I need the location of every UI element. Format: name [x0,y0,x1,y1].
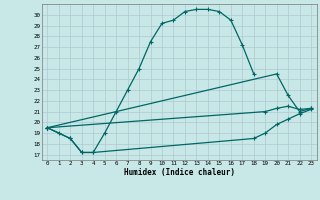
X-axis label: Humidex (Indice chaleur): Humidex (Indice chaleur) [124,168,235,177]
